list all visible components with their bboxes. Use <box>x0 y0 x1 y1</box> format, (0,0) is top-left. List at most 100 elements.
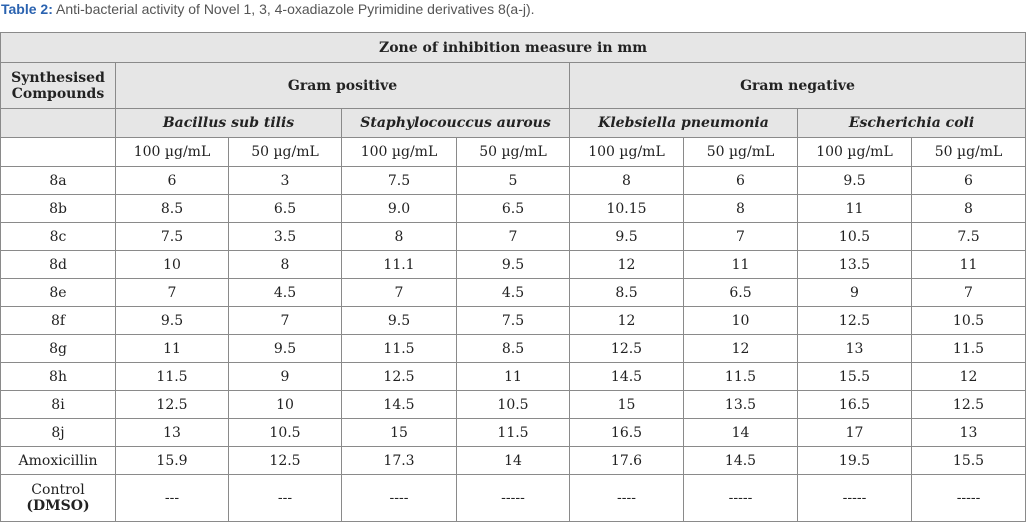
empty-cell <box>0 137 116 167</box>
value-cell: 10 <box>683 306 798 335</box>
value-cell: 8 <box>569 166 684 195</box>
table-row: 8d 10 8 11.1 9.5 12 11 13.5 11 <box>0 250 1026 279</box>
value-cell: 7 <box>910 278 1026 307</box>
table-row: 8e 7 4.5 7 4.5 8.5 6.5 9 7 <box>0 278 1026 307</box>
table-body: Zone of inhibition measure in mm Synthesi… <box>0 32 1026 522</box>
caption-text: Anti-bacterial activity of Novel 1, 3, 4… <box>52 1 535 17</box>
value-cell: 11.1 <box>341 250 457 279</box>
value-cell: 8 <box>341 222 457 251</box>
table-row: 8c 7.5 3.5 8 7 9.5 7 10.5 7.5 <box>0 222 1026 251</box>
row-label: Amoxicillin <box>0 446 116 475</box>
table-row: 8f 9.5 7 9.5 7.5 12 10 12.5 10.5 <box>0 306 1026 335</box>
value-cell: 7 <box>683 222 798 251</box>
value-cell: 7.5 <box>115 222 229 251</box>
value-cell: 10 <box>115 250 229 279</box>
row-label-text: 8i <box>51 396 65 413</box>
value-cell: 9.5 <box>569 222 684 251</box>
value-cell: 12.5 <box>797 306 912 335</box>
unit-header: 100 µg/mL <box>115 137 229 167</box>
value-cell: 15 <box>569 390 684 419</box>
value-cell: 9.5 <box>797 166 912 195</box>
value-cell: 6 <box>910 166 1026 195</box>
row-label: 8d <box>0 250 116 279</box>
value-cell: 9.5 <box>115 306 229 335</box>
value-cell: 6 <box>683 166 798 195</box>
value-cell: 12.5 <box>910 390 1026 419</box>
group-header: Gram negative <box>568 62 1026 109</box>
data-table: Zone of inhibition measure in mm Synthesi… <box>0 32 1026 522</box>
value-cell: 12.5 <box>341 362 457 391</box>
row-header: Synthesised Compounds <box>0 62 116 109</box>
value-cell: 13 <box>797 334 912 363</box>
row-label: 8b <box>0 194 116 223</box>
value-cell: 11.5 <box>115 362 229 391</box>
row-label: 8j <box>0 418 116 447</box>
value-cell: 10.5 <box>456 390 570 419</box>
value-cell: 6.5 <box>228 194 342 223</box>
row-label-note: (DMSO) <box>26 498 90 514</box>
value-cell: 16.5 <box>797 390 912 419</box>
value-cell: 9.5 <box>228 334 342 363</box>
value-cell: 12.5 <box>228 446 342 475</box>
table-title: Zone of inhibition measure in mm <box>0 32 1026 63</box>
table-row: 8h 11.5 9 12.5 11 14.5 11.5 15.5 12 <box>0 362 1026 391</box>
value-cell: 15.9 <box>115 446 229 475</box>
caption-label: Table 2: <box>1 1 53 17</box>
row-label: 8h <box>0 362 116 391</box>
row-label: Control (DMSO) <box>0 474 116 522</box>
row-label: 8a <box>0 166 116 195</box>
table-row: 8a 6 3 7.5 5 8 6 9.5 6 <box>0 166 1026 195</box>
value-cell: 12.5 <box>115 390 229 419</box>
table-row: 8g 11 9.5 11.5 8.5 12.5 12 13 11.5 <box>0 334 1026 363</box>
row-label-text: 8a <box>49 172 67 189</box>
value-cell: 8 <box>228 250 342 279</box>
value-cell: 10.15 <box>569 194 684 223</box>
value-cell: 12.5 <box>569 334 684 363</box>
table-row: Synthesised Compounds Gram positive Gram n… <box>0 62 1026 109</box>
value-cell: 7 <box>341 278 457 307</box>
value-cell: 7 <box>456 222 570 251</box>
value-cell: 6 <box>115 166 229 195</box>
value-cell: 4.5 <box>228 278 342 307</box>
unit-header: 100 µg/mL <box>341 137 457 167</box>
row-label-text: 8j <box>51 424 65 441</box>
value-cell: --- <box>228 474 342 522</box>
row-label: 8i <box>0 390 116 419</box>
value-cell: 13.5 <box>683 390 798 419</box>
table-row: 8b 8.5 6.5 9.0 6.5 10.15 8 11 8 <box>0 194 1026 223</box>
value-cell: 11 <box>683 250 798 279</box>
unit-header: 100 µg/mL <box>797 137 912 167</box>
table-row: Bacillus sub tilis Staphylocouccus aurous… <box>0 108 1026 138</box>
value-cell: 7 <box>115 278 229 307</box>
organism-header: Bacillus sub tilis <box>115 108 342 138</box>
value-cell: 9 <box>228 362 342 391</box>
value-cell: 14.5 <box>341 390 457 419</box>
value-cell: 9 <box>797 278 912 307</box>
value-cell: --- <box>115 474 229 522</box>
value-cell: 7.5 <box>456 306 570 335</box>
value-cell: 10.5 <box>797 222 912 251</box>
value-cell: 17.3 <box>341 446 457 475</box>
row-label-text: 8g <box>49 340 67 357</box>
value-cell: 13 <box>910 418 1026 447</box>
value-cell: 7 <box>228 306 342 335</box>
value-cell: 6.5 <box>683 278 798 307</box>
table-row: Control (DMSO) --- --- ---- ----- ---- ----- ---… <box>0 474 1026 522</box>
value-cell: 9.5 <box>341 306 457 335</box>
value-cell: 11.5 <box>456 418 570 447</box>
value-cell: 10 <box>228 390 342 419</box>
organism-header: Klebsiella pneumonia <box>569 108 798 138</box>
value-cell: 11.5 <box>341 334 457 363</box>
value-cell: 13.5 <box>797 250 912 279</box>
value-cell: ----- <box>797 474 912 522</box>
value-cell: 6.5 <box>456 194 570 223</box>
value-cell: 8 <box>910 194 1026 223</box>
value-cell: 10.5 <box>910 306 1026 335</box>
value-cell: 11.5 <box>910 334 1026 363</box>
group-header: Gram positive <box>115 62 570 109</box>
value-cell: 12 <box>910 362 1026 391</box>
table-row: Zone of inhibition measure in mm <box>0 32 1026 63</box>
row-label-text: 8f <box>50 312 66 329</box>
value-cell: 10.5 <box>228 418 342 447</box>
